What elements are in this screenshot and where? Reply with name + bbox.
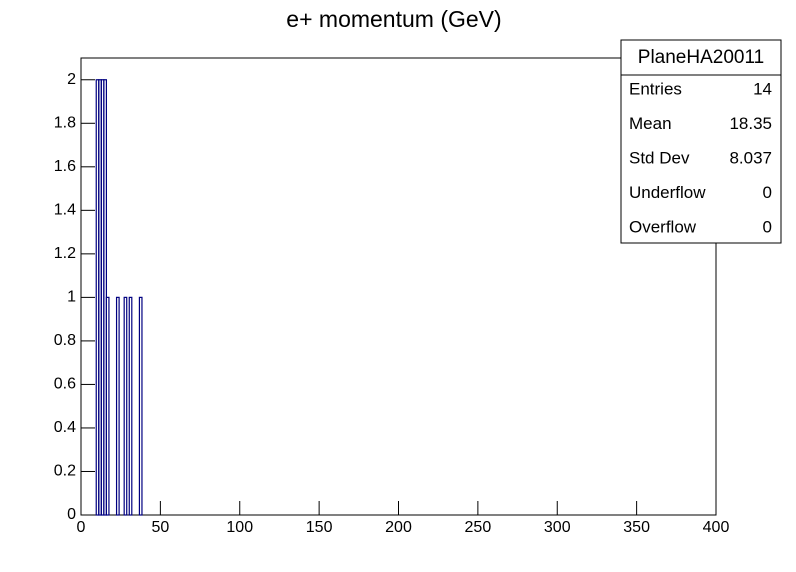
x-tick-label: 300 [544, 519, 571, 536]
stats-value: 0 [763, 183, 772, 202]
stats-label: Mean [629, 114, 672, 133]
y-tick-label: 1 [67, 289, 76, 306]
stats-box [620, 39, 782, 244]
chart-title: e+ momentum (GeV) [286, 6, 501, 32]
x-tick-label: 100 [226, 519, 253, 536]
x-tick-label: 150 [306, 519, 333, 536]
stats-label: Std Dev [629, 148, 690, 167]
y-tick-label: 1.4 [54, 202, 76, 219]
stats-label: Underflow [629, 183, 706, 202]
y-tick-label: 1.2 [54, 245, 76, 262]
y-tick-label: 0.8 [54, 332, 76, 349]
stats-value: 14 [753, 79, 772, 98]
y-tick-label: 0.2 [54, 463, 76, 480]
stats-label: Entries [629, 79, 682, 98]
y-tick-label: 2 [67, 71, 76, 88]
x-tick-label: 400 [703, 519, 730, 536]
bar [115, 296, 120, 516]
stats-label: Overflow [629, 217, 697, 236]
bar [123, 296, 128, 516]
x-tick-label: 50 [151, 519, 169, 536]
x-tick-label: 0 [77, 519, 86, 536]
bar [128, 296, 133, 516]
bar [138, 296, 143, 516]
bar [105, 296, 110, 516]
y-tick-label: 0.6 [54, 376, 76, 393]
y-tick-label: 0 [67, 506, 76, 523]
y-tick-label: 0.4 [54, 419, 76, 436]
x-tick-label: 200 [385, 519, 412, 536]
y-tick-label: 1.8 [54, 115, 76, 132]
stats-value: 0 [763, 217, 772, 236]
x-tick-label: 350 [623, 519, 650, 536]
stats-value: 8.037 [729, 148, 772, 167]
y-tick-label: 1.6 [54, 158, 76, 175]
stats-title: PlaneHA20011 [638, 47, 764, 68]
stats-value: 18.35 [729, 114, 772, 133]
x-tick-label: 250 [465, 519, 492, 536]
